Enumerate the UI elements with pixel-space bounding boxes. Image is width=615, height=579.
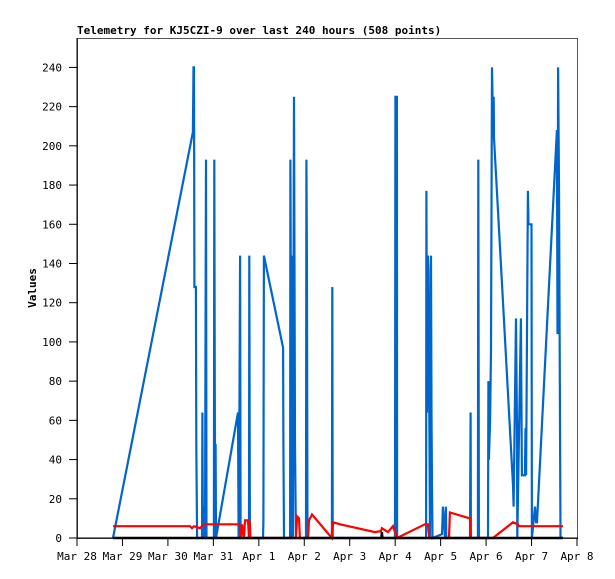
x-tick-label: Apr 7: [515, 550, 548, 563]
y-axis-label: Values: [26, 268, 39, 308]
y-tick-label: 0: [55, 532, 62, 545]
y-tick-label: 200: [42, 140, 62, 153]
y-tick-label: 20: [49, 493, 62, 506]
x-tick-label: Mar 28: [57, 550, 97, 563]
y-tick-label: 220: [42, 101, 62, 114]
x-tick-label: Apr 1: [242, 550, 275, 563]
series-line-red: [113, 511, 563, 541]
y-tick-label: 180: [42, 179, 62, 192]
y-tick-label: 100: [42, 336, 62, 349]
x-tick-label: Apr 4: [379, 550, 412, 563]
x-tick-label: Apr 8: [560, 550, 593, 563]
y-tick-label: 60: [49, 414, 62, 427]
x-tick-label: Apr 2: [288, 550, 321, 563]
x-tick-label: Apr 6: [470, 550, 503, 563]
axes-layer: 0 20 40 60 80 100 120 140 160 180 200 220 240 Mar 28 M…: [42, 38, 594, 563]
y-tick-label: 240: [42, 61, 62, 74]
x-tick-label: Mar 31: [193, 550, 233, 563]
x-tick-label: Apr 3: [333, 550, 366, 563]
y-tick-label: 80: [49, 375, 62, 388]
y-tick-label: 140: [42, 257, 62, 270]
x-tick-label: Mar 30: [148, 550, 188, 563]
y-tick-label: 120: [42, 297, 62, 310]
chart-title: Telemetry for KJ5CZI-9 over last 240 hou…: [77, 24, 441, 37]
y-tick-label: 160: [42, 218, 62, 231]
x-tick-label: Mar 29: [103, 550, 143, 563]
y-tick-label: 40: [49, 454, 62, 467]
x-tick-label: Apr 5: [424, 550, 457, 563]
